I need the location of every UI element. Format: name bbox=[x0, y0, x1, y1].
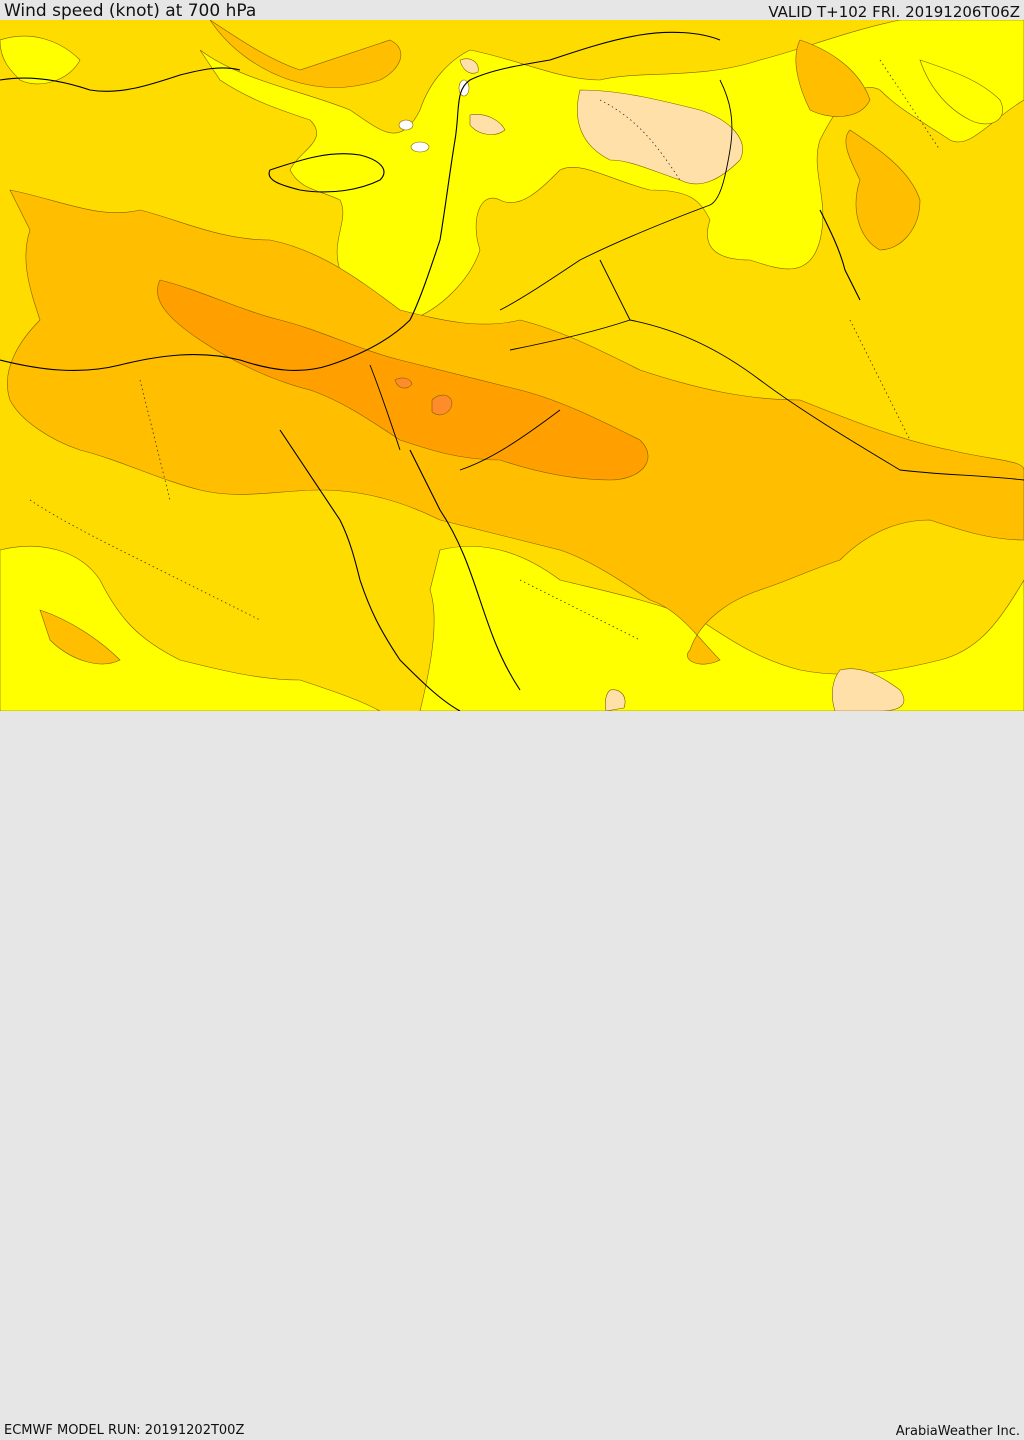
coastlines bbox=[0, 31, 861, 711]
yellow-south-region bbox=[419, 545, 1024, 711]
valid-time: VALID T+102 FRI. 20191206T06Z bbox=[768, 3, 1020, 21]
yellow-northeast-patch bbox=[919, 59, 1003, 125]
strongest-patch-east bbox=[431, 394, 453, 416]
calm-patch-syria bbox=[469, 114, 506, 135]
national-borders bbox=[369, 79, 1024, 481]
cyprus-coast bbox=[268, 153, 385, 193]
orange-southwest-patch bbox=[39, 609, 121, 665]
admin-line-saudi-1 bbox=[849, 319, 911, 441]
credit-label: ArabiaWeather Inc. bbox=[895, 1424, 1020, 1439]
wind-speed-map bbox=[0, 20, 1024, 711]
mediterranean-coast bbox=[0, 31, 721, 371]
footer-bar: ECMWF MODEL RUN: 20191202T00Z ArabiaWeat… bbox=[0, 711, 1024, 1439]
admin-line-iraq-1 bbox=[599, 99, 681, 181]
admin-line-saudi-2 bbox=[519, 579, 641, 641]
map-canvas bbox=[0, 20, 1024, 711]
calm-patch-iraq bbox=[577, 89, 743, 185]
admin-line-iran-1 bbox=[879, 59, 941, 151]
header-bar: Wind speed (knot) at 700 hPa VALID T+102… bbox=[0, 0, 1024, 20]
border-iraq-jordan bbox=[599, 259, 631, 321]
border-syria-iraq bbox=[499, 204, 711, 311]
low-patch-2 bbox=[410, 141, 430, 153]
map-title: Wind speed (knot) at 700 hPa bbox=[4, 1, 257, 21]
yellow-southwest-region bbox=[0, 545, 381, 711]
calm-patch-south bbox=[831, 668, 905, 711]
border-saudi-north bbox=[509, 319, 1024, 481]
wind-band-calm bbox=[459, 58, 905, 711]
wind-band-strongest bbox=[394, 377, 453, 416]
orange-north-patch bbox=[209, 20, 402, 88]
border-iraq-iran bbox=[709, 79, 733, 206]
strongest-patch-west bbox=[394, 377, 413, 389]
red-sea-west-coast bbox=[279, 429, 461, 711]
yellow-northwest-patch bbox=[0, 35, 81, 85]
border-egypt-israel bbox=[369, 364, 401, 451]
wind-band-low bbox=[398, 79, 470, 153]
red-sea-east-coast bbox=[409, 449, 521, 691]
admin-boundaries bbox=[29, 59, 941, 641]
low-patch-1 bbox=[398, 119, 414, 131]
calm-patch-levant bbox=[459, 58, 479, 74]
calm-patch-south-small bbox=[604, 689, 626, 711]
orange-northeast-patch bbox=[795, 39, 871, 117]
gulf-coast bbox=[819, 209, 861, 301]
orange-east-patch bbox=[845, 129, 921, 251]
border-jordan-saudi bbox=[459, 409, 561, 471]
admin-line-egypt-2 bbox=[139, 379, 171, 501]
turkey-coast bbox=[0, 67, 241, 92]
model-run-label: ECMWF MODEL RUN: 20191202T00Z bbox=[4, 1423, 245, 1438]
